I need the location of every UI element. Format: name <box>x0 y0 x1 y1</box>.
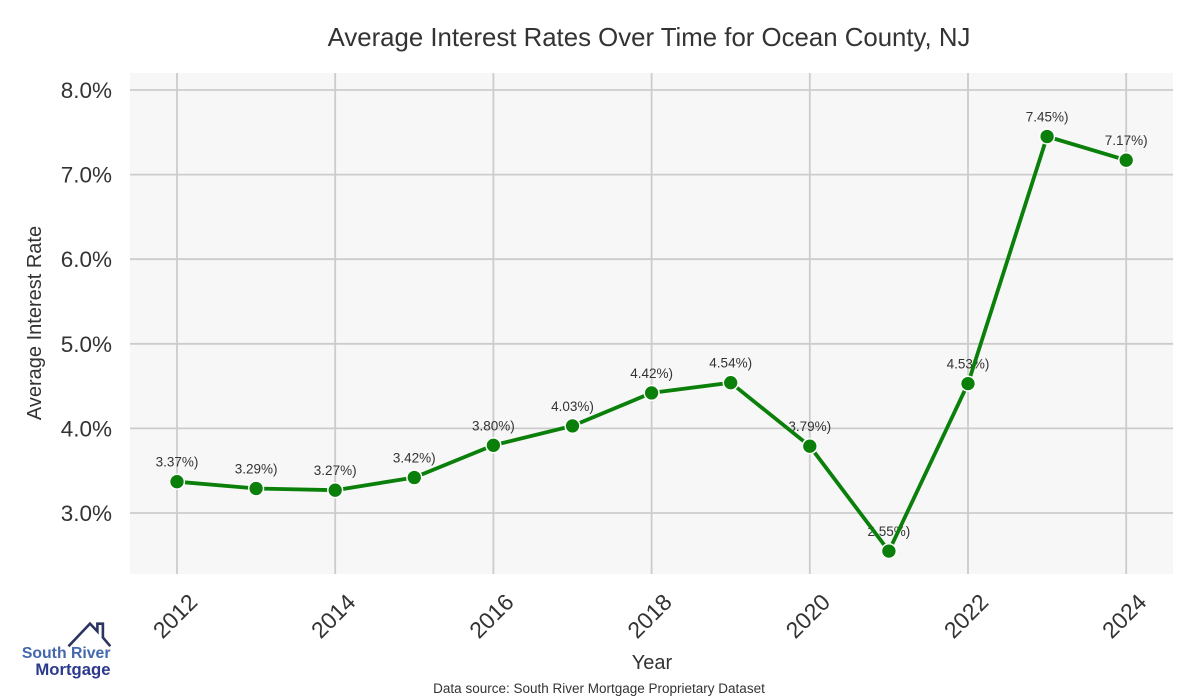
svg-text:7.45%): 7.45%) <box>1026 110 1069 125</box>
svg-text:4.0%: 4.0% <box>61 416 112 441</box>
svg-text:7.0%: 7.0% <box>61 163 112 188</box>
svg-text:Mortgage: Mortgage <box>35 660 110 679</box>
svg-text:3.79%): 3.79%) <box>788 419 831 434</box>
svg-text:5.0%: 5.0% <box>61 332 112 357</box>
svg-text:3.29%): 3.29%) <box>235 462 278 477</box>
svg-text:4.54%): 4.54%) <box>709 356 752 371</box>
svg-text:4.42%): 4.42%) <box>630 366 673 381</box>
svg-text:7.17%): 7.17%) <box>1105 133 1148 148</box>
svg-text:3.0%: 3.0% <box>61 501 112 526</box>
svg-text:3.80%): 3.80%) <box>472 418 515 433</box>
svg-text:Average Interest Rate: Average Interest Rate <box>24 226 46 420</box>
svg-text:4.53%): 4.53%) <box>947 357 990 372</box>
svg-text:3.42%): 3.42%) <box>393 451 436 466</box>
svg-text:6.0%: 6.0% <box>61 247 112 272</box>
svg-text:3.27%): 3.27%) <box>314 463 357 478</box>
svg-text:Year: Year <box>632 652 673 674</box>
svg-text:3.37%): 3.37%) <box>156 455 199 470</box>
svg-text:Data source: South River Mortg: Data source: South River Mortgage Propri… <box>433 681 765 696</box>
svg-text:4.03%): 4.03%) <box>551 399 594 414</box>
svg-text:Average Interest Rates Over Ti: Average Interest Rates Over Time for Oce… <box>328 24 971 52</box>
svg-text:8.0%: 8.0% <box>61 78 112 103</box>
svg-text:South River: South River <box>22 645 111 662</box>
